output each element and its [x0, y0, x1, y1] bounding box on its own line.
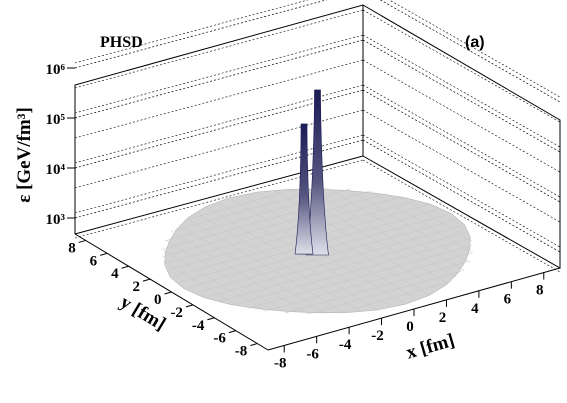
mesh-line: [164, 196, 403, 264]
wall-gridline-minor: [362, 59, 561, 173]
wall-gridline: [362, 39, 561, 153]
wall-gridline: [362, 89, 561, 203]
x-axis: -8 -6 -4 -2 0 2 4 6 8: [274, 272, 545, 371]
x-tick-label: -4: [339, 337, 352, 353]
wall-gridline-minor: [362, 9, 561, 123]
y-tick-label: -8: [235, 344, 248, 360]
wall-gridline-minor: [74, 34, 364, 114]
wall-gridline-minor: [362, 134, 561, 248]
z-tick-label: 10⁴: [46, 162, 66, 178]
x-tick-label: -6: [306, 346, 319, 362]
mesh-line: [259, 193, 428, 295]
z-axis: 10³ 10⁴ 10⁵ 10⁶: [46, 62, 75, 228]
y-tick: [121, 265, 129, 269]
y-tick: [185, 304, 194, 308]
x-tick-label: 2: [439, 310, 447, 326]
wall-gridline: [379, 0, 561, 103]
x-tick-label: 0: [406, 319, 414, 335]
back-right-wall: [362, 4, 561, 269]
y-tick: [100, 252, 108, 256]
back-left-wall: [74, 4, 364, 234]
central-peak: [294, 89, 329, 256]
mesh-line: [346, 188, 470, 263]
x-tick-label: 8: [536, 283, 544, 299]
wall-gridline-minor: [388, 0, 561, 98]
wall-gridline: [74, 39, 364, 119]
z-axis-title: ε [GeV/fm³]: [14, 107, 35, 203]
mesh-line: [162, 190, 370, 250]
mesh-line: [308, 187, 457, 278]
wall-gridline-minor: [74, 0, 309, 64]
x-tick-label: 6: [504, 292, 512, 308]
y-tick-label: -2: [170, 305, 183, 321]
x-tick-label: 4: [471, 301, 479, 317]
mesh-line: [245, 195, 416, 299]
y-tick: [164, 291, 172, 295]
x-tick-label: -2: [371, 328, 384, 344]
mesh-line: [183, 188, 297, 221]
x-tick-label: -8: [274, 355, 287, 371]
y-tick: [78, 239, 86, 243]
phsd-label: PHSD: [100, 34, 143, 51]
y-tick: [250, 343, 258, 347]
peak-secondary: [294, 123, 314, 255]
mesh-line: [326, 187, 465, 271]
panel-label: (a): [465, 34, 485, 51]
peak-main: [306, 89, 329, 256]
z-tick-label: 10³: [46, 212, 66, 228]
y-tick-label: -6: [213, 331, 226, 347]
z-tick-label: 10⁵: [46, 112, 66, 128]
y-tick-label: 0: [154, 292, 162, 308]
y-tick-label: 4: [111, 266, 119, 282]
wall-gridline-minor: [362, 109, 561, 223]
y-tick-label: 6: [90, 253, 98, 269]
wall-gridline: [362, 139, 561, 253]
wall-gridline: [74, 0, 328, 69]
wall-gridline-minor: [74, 59, 364, 139]
y-tick: [142, 278, 151, 282]
z-tick-label: 10⁶: [46, 62, 66, 78]
mesh-line: [167, 200, 416, 271]
mesh-line: [396, 195, 472, 241]
mesh-line: [369, 190, 473, 253]
wall-gridline-minor: [74, 9, 364, 89]
y-tick: [228, 330, 236, 334]
wall-gridline-minor: [362, 159, 561, 273]
y-tick: [207, 317, 215, 321]
y-tick-label: 8: [68, 240, 76, 256]
wall-gridline-minor: [362, 84, 561, 198]
mesh-line: [162, 193, 388, 257]
wall-gridline-minor: [362, 34, 561, 148]
y-tick-label: -4: [192, 318, 205, 334]
y-tick-label: 2: [133, 279, 141, 295]
